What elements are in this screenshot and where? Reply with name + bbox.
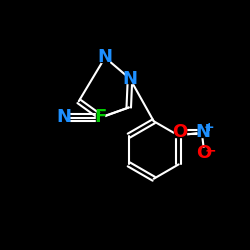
Bar xyxy=(199,148,213,158)
Text: −: − xyxy=(205,144,216,158)
Text: F: F xyxy=(94,108,106,126)
Text: O: O xyxy=(172,123,188,141)
Bar xyxy=(101,53,110,62)
Text: O: O xyxy=(196,144,211,162)
Bar xyxy=(96,113,104,122)
Text: N: N xyxy=(98,48,112,66)
Text: +: + xyxy=(204,121,215,134)
Bar xyxy=(59,112,69,122)
Text: N: N xyxy=(56,108,71,126)
Bar xyxy=(174,127,186,137)
Bar xyxy=(126,74,134,83)
Text: N: N xyxy=(122,70,138,88)
Text: N: N xyxy=(195,123,210,141)
Bar xyxy=(198,127,212,137)
